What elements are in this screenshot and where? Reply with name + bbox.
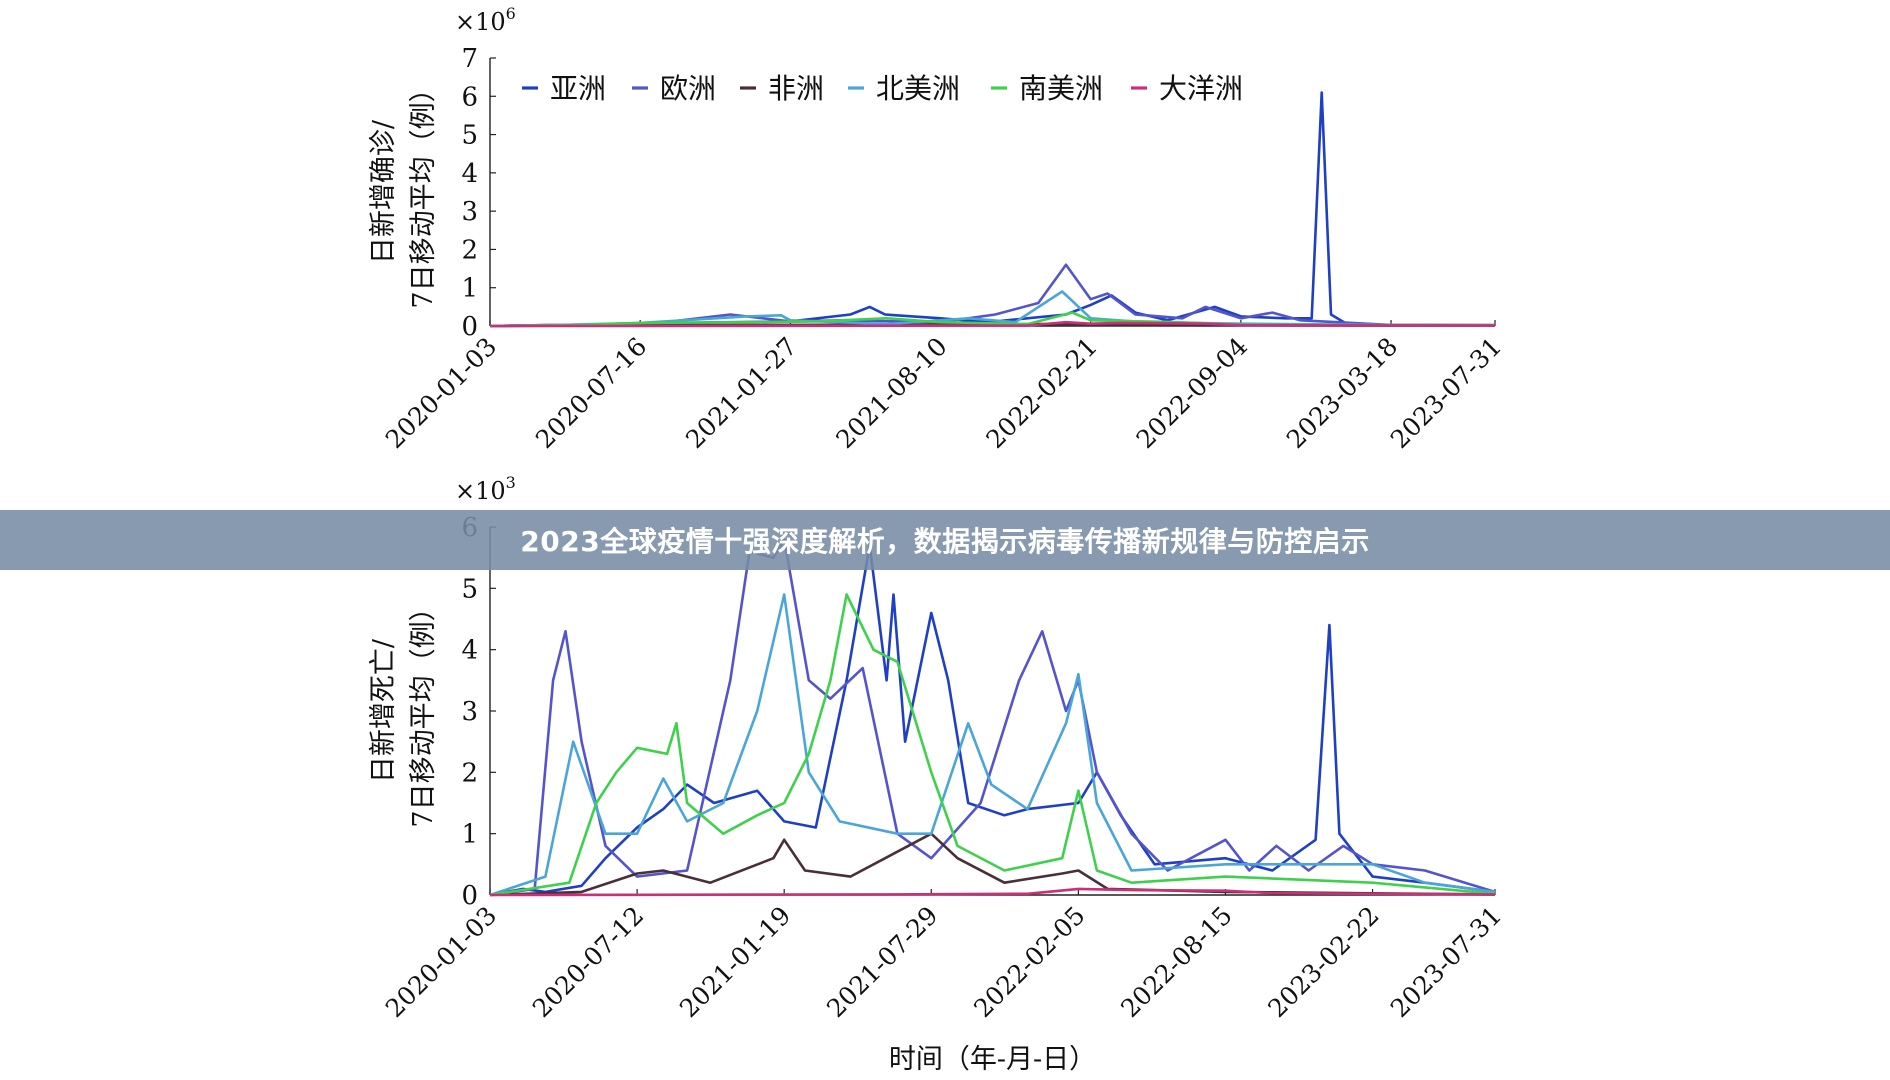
legend-label-南美洲: 南美洲 <box>1019 72 1103 105</box>
series-line-非洲 <box>489 832 1496 897</box>
series-line-亚洲 <box>489 544 1496 897</box>
y-tick-label: 4 <box>461 636 478 666</box>
y-tick-label: 5 <box>461 121 478 151</box>
y-tick-label: 7 <box>461 44 478 74</box>
series-line-南美洲 <box>489 593 1496 897</box>
x-tick-label: 2020-01-03 <box>380 901 502 1023</box>
x-tick-label: 2021-01-19 <box>674 901 796 1023</box>
x-tick-label: 2021-08-10 <box>830 332 952 454</box>
y-multiplier-base: ×10 <box>455 8 506 36</box>
series-line-欧洲 <box>489 263 1496 328</box>
series-line-大洋洲 <box>489 887 1496 897</box>
y-tick-label: 3 <box>461 197 478 227</box>
y-multiplier-exponent: 6 <box>506 4 516 23</box>
y-axis-label-line1: 日新增死亡/ <box>368 638 399 783</box>
series-line-大洋洲 <box>489 320 1496 328</box>
y-tick-label: 2 <box>461 235 478 265</box>
series-line-欧洲 <box>489 537 1496 897</box>
x-tick-label: 2022-09-04 <box>1131 332 1253 454</box>
x-tick-label: 2023-07-31 <box>1385 901 1507 1023</box>
y-multiplier: ×106 <box>455 4 516 36</box>
y-multiplier: ×103 <box>455 473 516 505</box>
y-tick-label: 5 <box>461 574 478 604</box>
series-line-北美洲 <box>489 593 1496 897</box>
banner-title: 2023全球疫情十强深度解析，数据揭示病毒传播新规律与防控启示 <box>520 525 1370 558</box>
y-tick-label: 6 <box>461 82 478 112</box>
x-tick-label: 2020-07-12 <box>527 901 649 1023</box>
x-tick-label: 2022-02-21 <box>981 332 1103 454</box>
x-tick-label: 2022-02-05 <box>968 901 1090 1023</box>
y-axis-label-line2: 7日移动平均（例） <box>408 75 439 308</box>
x-tick-label: 2020-01-03 <box>380 332 502 454</box>
x-tick-label: 2021-01-27 <box>680 332 802 454</box>
y-axis-label-line2: 7日移动平均（例） <box>408 594 439 827</box>
legend-label-欧洲: 欧洲 <box>660 72 716 105</box>
x-tick-label: 2023-07-31 <box>1385 332 1507 454</box>
y-tick-label: 2 <box>461 758 478 788</box>
legend-label-大洋洲: 大洋洲 <box>1159 72 1243 105</box>
y-tick-label: 4 <box>461 159 478 189</box>
title-banner: 2023全球疫情十强深度解析，数据揭示病毒传播新规律与防控启示 <box>0 510 1890 570</box>
series-line-亚洲 <box>489 91 1496 328</box>
legend-label-非洲: 非洲 <box>768 72 824 105</box>
legend-label-亚洲: 亚洲 <box>550 72 606 105</box>
y-tick-label: 0 <box>461 312 478 342</box>
x-tick-label: 2022-08-15 <box>1115 901 1237 1023</box>
y-tick-label: 3 <box>461 697 478 727</box>
y-tick-label: 0 <box>461 881 478 911</box>
y-axis-label-line1: 日新增确诊/ <box>368 119 399 264</box>
x-tick-label: 2021-07-29 <box>821 901 943 1023</box>
x-tick-label: 2023-03-18 <box>1281 332 1403 454</box>
x-axis-label: 时间（年-月-日） <box>889 1044 1096 1075</box>
y-tick-label: 1 <box>461 820 478 850</box>
x-tick-label: 2023-02-22 <box>1262 901 1384 1023</box>
y-multiplier-exponent: 3 <box>506 473 516 492</box>
y-tick-label: 1 <box>461 274 478 304</box>
legend-label-北美洲: 北美洲 <box>876 72 960 105</box>
y-multiplier-base: ×10 <box>455 477 506 505</box>
x-tick-label: 2020-07-16 <box>530 332 652 454</box>
